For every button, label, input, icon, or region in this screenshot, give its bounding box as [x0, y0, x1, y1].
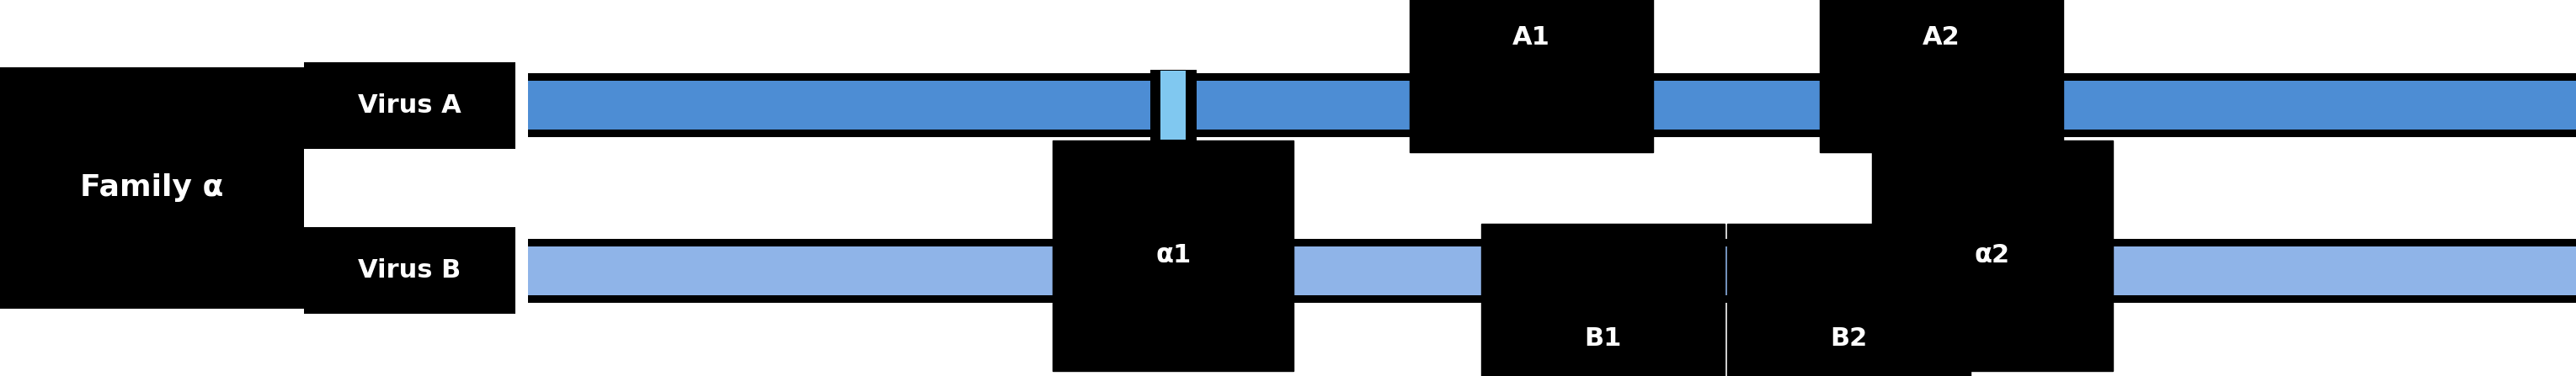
FancyBboxPatch shape	[0, 68, 304, 308]
FancyBboxPatch shape	[1149, 70, 1195, 141]
FancyBboxPatch shape	[1924, 73, 1960, 137]
FancyBboxPatch shape	[1968, 235, 2014, 306]
Text: Virus B: Virus B	[358, 259, 461, 283]
FancyBboxPatch shape	[528, 239, 2576, 303]
FancyBboxPatch shape	[1978, 237, 2004, 305]
FancyBboxPatch shape	[528, 73, 2576, 137]
Text: B1: B1	[1584, 326, 1623, 350]
FancyBboxPatch shape	[1149, 235, 1195, 306]
FancyBboxPatch shape	[1595, 240, 1610, 301]
FancyBboxPatch shape	[1159, 237, 1185, 305]
FancyBboxPatch shape	[304, 62, 515, 149]
Text: B2: B2	[1832, 326, 1868, 350]
FancyBboxPatch shape	[1978, 71, 2004, 139]
FancyBboxPatch shape	[528, 81, 2576, 130]
FancyBboxPatch shape	[304, 227, 515, 314]
FancyBboxPatch shape	[528, 246, 2576, 295]
Text: α2: α2	[1976, 244, 2009, 268]
Text: Virus A: Virus A	[358, 93, 461, 117]
Text: Family α: Family α	[80, 174, 224, 202]
FancyBboxPatch shape	[1159, 71, 1185, 139]
Text: A1: A1	[1512, 26, 1551, 50]
FancyBboxPatch shape	[1935, 75, 1950, 136]
Text: α1: α1	[1157, 244, 1190, 268]
FancyBboxPatch shape	[1525, 75, 1540, 136]
FancyBboxPatch shape	[1584, 239, 1620, 303]
FancyBboxPatch shape	[1842, 240, 1857, 301]
FancyBboxPatch shape	[1515, 73, 1551, 137]
FancyBboxPatch shape	[1968, 70, 2014, 141]
FancyBboxPatch shape	[1832, 239, 1868, 303]
Text: A2: A2	[1922, 26, 1960, 50]
